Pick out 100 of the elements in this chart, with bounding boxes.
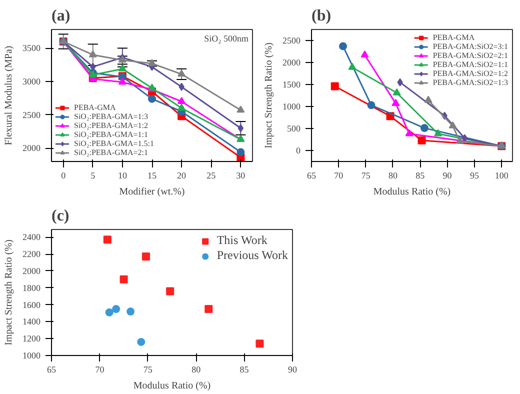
point [178, 96, 186, 104]
y-tick-label: 2500 [22, 110, 41, 120]
legend-label: This Work [216, 233, 268, 248]
point [142, 252, 150, 261]
chart-title: (a) [52, 8, 70, 24]
x-tick-label: 70 [95, 364, 105, 374]
point [330, 82, 339, 90]
legend-label: SiO₂:PEBA-GMA=1:2 [74, 121, 148, 130]
point [360, 50, 369, 58]
point [204, 304, 213, 313]
x-tick-label: 0 [61, 170, 66, 180]
point [88, 50, 97, 58]
x-tick-label: 95 [470, 170, 480, 180]
x-axis-title: Modifier (wt.%) [119, 186, 185, 198]
legend-label: SiO₂:PEBA-GMA=1:1 [74, 130, 148, 139]
y-tick-label: 2000 [22, 266, 41, 276]
y-tick-label: 2000 [22, 143, 41, 154]
point [178, 70, 186, 77]
y-axis-title: Flexural Modulus (MPa) [4, 46, 14, 146]
point [236, 106, 245, 113]
point [105, 308, 114, 316]
point [126, 308, 135, 316]
y-tick-label: 2000 [282, 58, 301, 68]
y-tick-label: 500 [287, 124, 301, 134]
point [256, 340, 264, 348]
y-tick-label: 0 [296, 146, 301, 156]
x-tick-label: 65 [47, 364, 56, 374]
x-tick-label: 10 [118, 170, 128, 180]
legend-label: PEBA-GMA:SiO2=3:1 [432, 42, 508, 51]
x-tick-label: 75 [143, 364, 153, 374]
point [118, 64, 126, 72]
point [392, 98, 400, 106]
point [166, 287, 174, 296]
chart-title: (b) [312, 8, 332, 24]
legend-label: PEBA-GMA [74, 103, 116, 112]
legend-label: PEBA-GMA [432, 33, 475, 42]
y-tick-label: 1500 [282, 80, 301, 90]
y-axis-title: Impact Strength Ratio (%) [4, 240, 14, 346]
point [90, 62, 96, 71]
point [148, 94, 156, 103]
x-tick-label: 5 [90, 170, 96, 180]
point [103, 236, 112, 244]
y-tick-label: 1000 [22, 350, 41, 360]
point [456, 136, 464, 144]
point [405, 129, 414, 136]
x-tick-label: 100 [494, 170, 509, 180]
y-axis-title: Impact Strength Ratio (%) [264, 42, 274, 148]
point [392, 88, 401, 96]
point [339, 42, 348, 50]
x-tick-label: 90 [442, 170, 452, 180]
point [462, 134, 468, 142]
point [112, 304, 120, 313]
y-tick-label: 1600 [22, 300, 41, 310]
x-tick-label: 80 [192, 364, 202, 374]
y-tick-label: 3500 [22, 43, 41, 54]
legend-label: SiO₂:PEBA-GMA=2:1 [74, 148, 148, 157]
y-tick-label: 1400 [22, 316, 41, 327]
y-tick-label: 2400 [22, 232, 41, 242]
x-tick-label: 85 [416, 170, 426, 180]
y-tick-label: 3000 [22, 76, 41, 86]
y-tick-label: 1000 [282, 102, 301, 112]
x-tick-label: 75 [361, 170, 371, 180]
annotation: SiO₂ 500nm [204, 34, 249, 44]
y-tick-label: 2200 [22, 249, 41, 260]
x-tick-label: 15 [148, 170, 157, 180]
x-tick-label: 90 [288, 364, 298, 374]
x-tick-label: 65 [307, 170, 316, 180]
point [397, 78, 403, 86]
x-tick-label: 20 [177, 170, 187, 180]
legend-label: PEBA-GMA:SiO2=1:3 [432, 78, 508, 87]
legend-label: Previous Work [216, 248, 288, 263]
legend-label: SiO₂:PEBA-GMA=1:3 [74, 112, 148, 121]
point [424, 96, 432, 103]
x-axis-title: Modulus Ratio (%) [373, 186, 451, 198]
point [236, 148, 245, 156]
legend-label: PEBA-GMA:SiO2=1:2 [432, 69, 508, 78]
point [238, 124, 244, 132]
x-tick-label: 85 [240, 364, 250, 374]
legend-label: SiO₂:PEBA-GMA=1.5:1 [74, 139, 154, 148]
point [418, 136, 426, 144]
y-tick-label: 2500 [282, 36, 301, 46]
x-tick-label: 25 [206, 170, 216, 180]
point [434, 129, 442, 136]
legend-label: PEBA-GMA:SiO2=2:1 [432, 51, 508, 60]
point [137, 338, 146, 346]
point [367, 101, 376, 110]
point [178, 104, 186, 111]
x-axis-title: Modulus Ratio (%) [133, 380, 211, 392]
x-tick-label: 70 [334, 170, 344, 180]
chart-title: (c) [52, 208, 70, 224]
point [120, 275, 128, 284]
legend-label: PEBA-GMA:SiO2=1:1 [432, 60, 508, 69]
point [118, 78, 126, 85]
point [178, 82, 184, 91]
x-tick-label: 30 [236, 170, 246, 180]
y-tick-label: 1800 [22, 282, 41, 293]
x-tick-label: 80 [388, 170, 398, 180]
y-tick-label: 1200 [22, 334, 41, 344]
point [420, 124, 428, 132]
point [348, 62, 356, 70]
